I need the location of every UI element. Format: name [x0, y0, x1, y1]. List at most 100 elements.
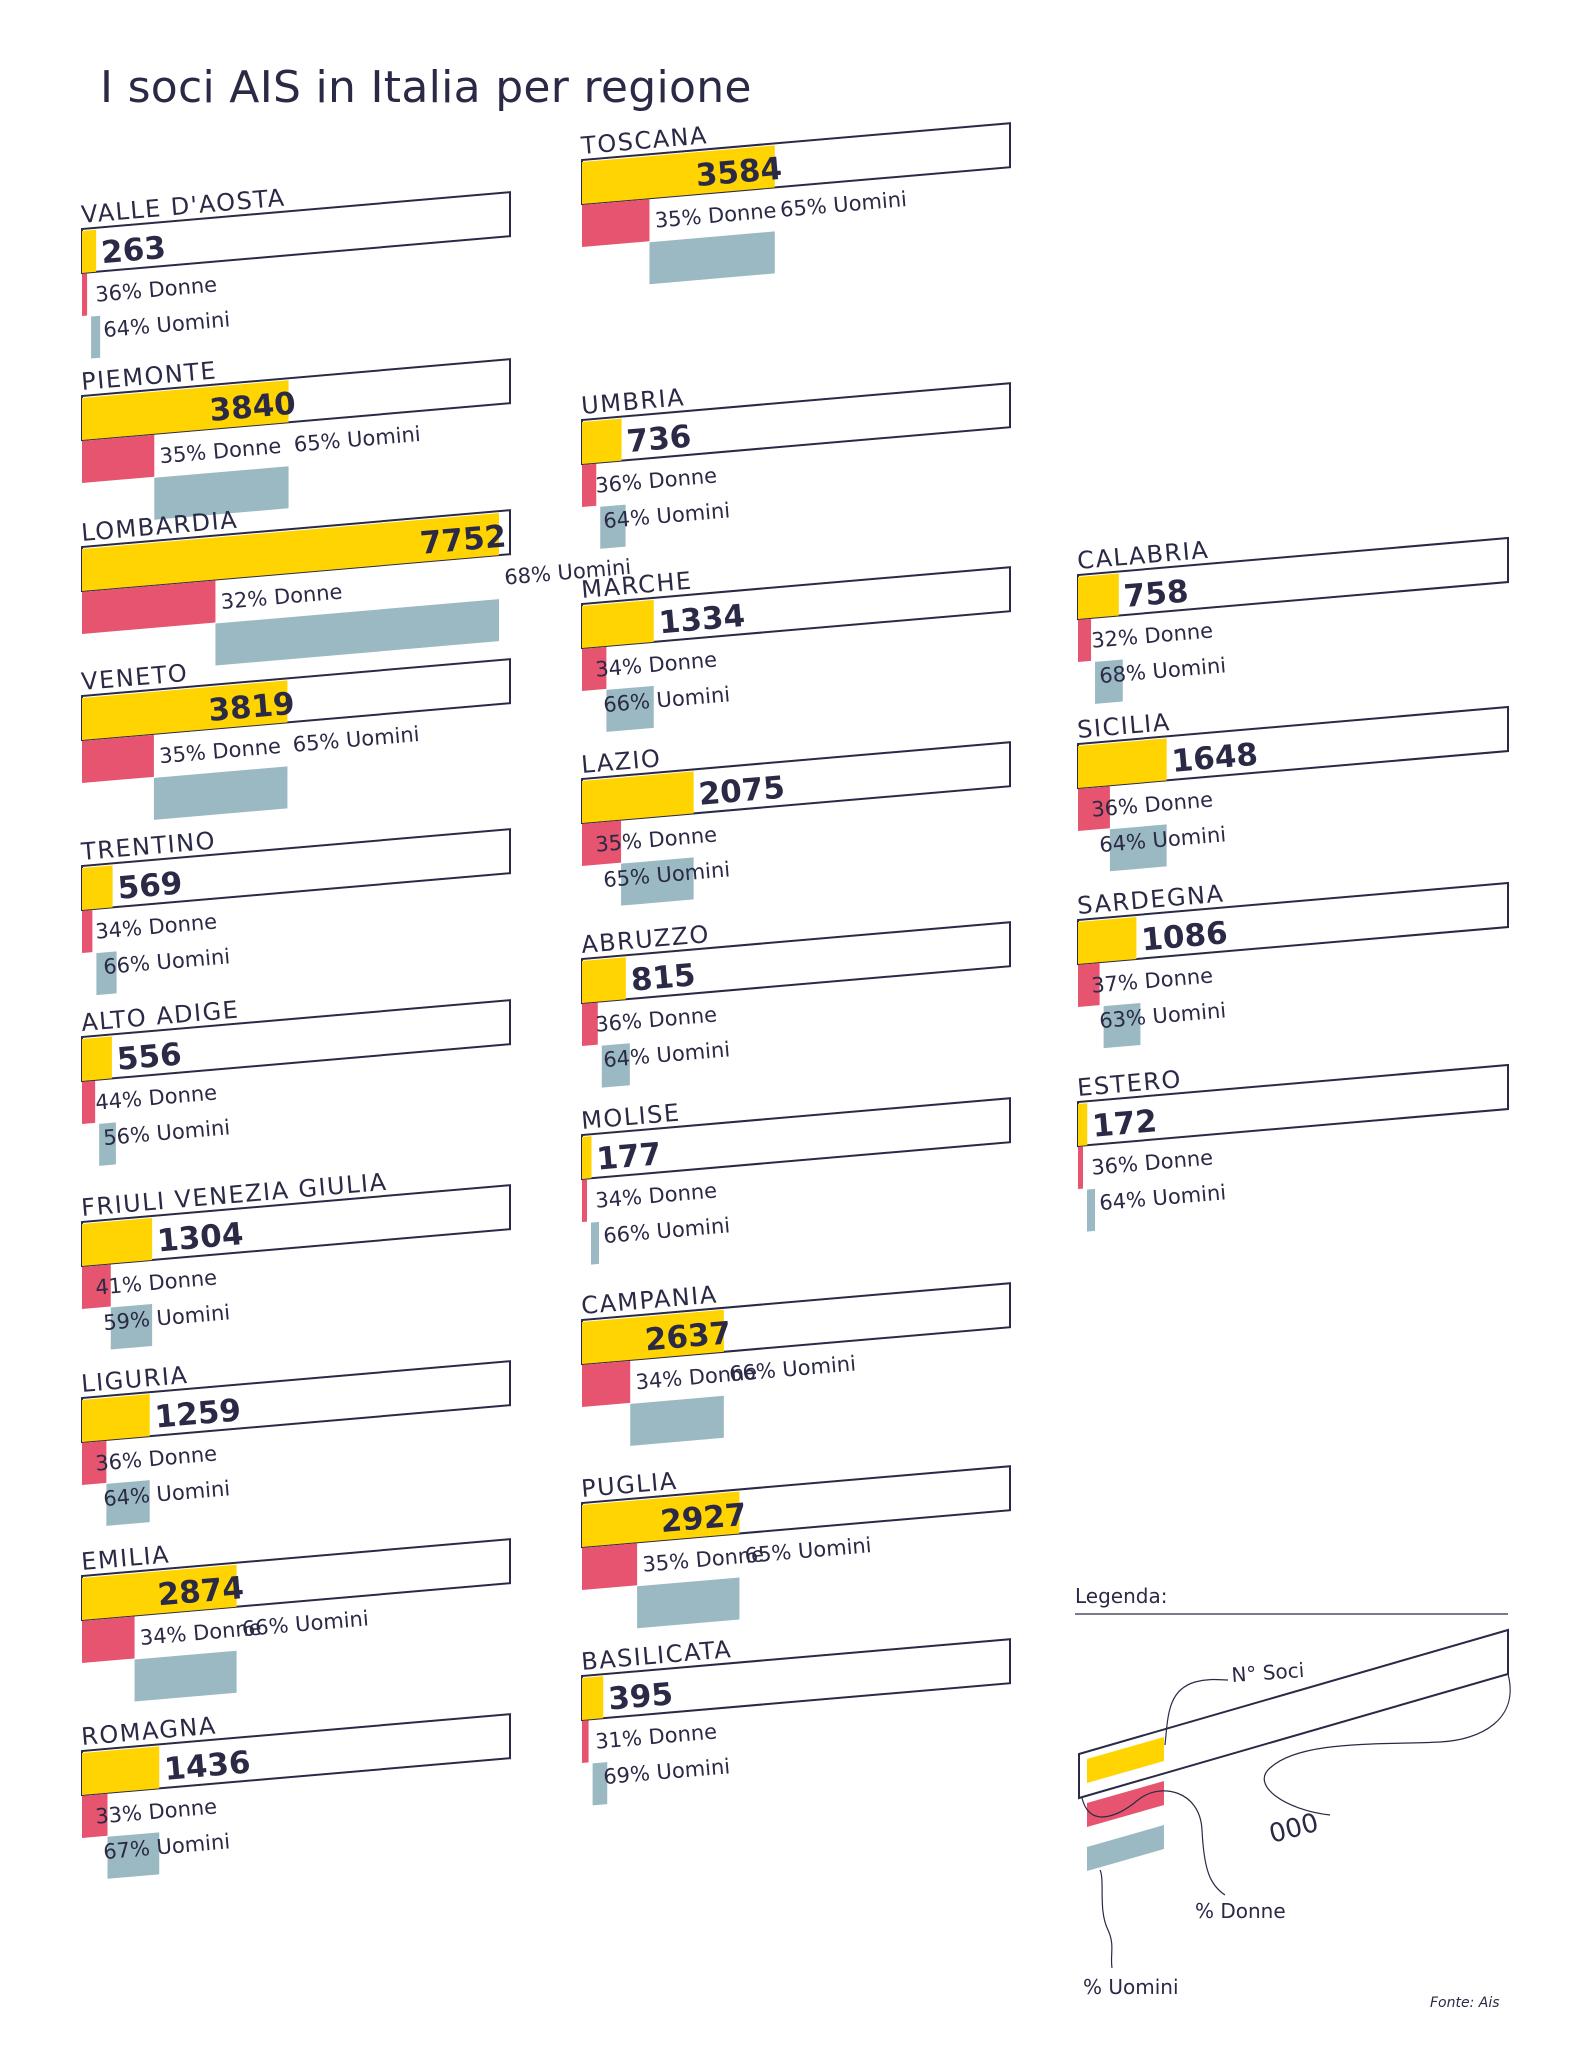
source-note: Fonte: Ais	[1430, 1995, 1500, 2011]
legend-uomini-label: % Uomini	[1083, 1975, 1179, 1999]
donne-bar	[582, 1360, 631, 1407]
donne-value: 37% Donne	[1090, 963, 1214, 997]
soci-value: 3584	[694, 151, 783, 194]
soci-bar	[82, 680, 288, 740]
soci-bar	[82, 1746, 160, 1795]
region-label: UMBRIA	[580, 383, 686, 420]
donne-value: 36% Donne	[594, 463, 718, 497]
donne-value: 35% Donne	[654, 198, 778, 232]
donne-bar	[82, 734, 154, 783]
soci-value: 2927	[659, 1497, 748, 1540]
soci-value: 172	[1091, 1103, 1159, 1144]
donne-bar	[82, 910, 93, 953]
uomini-value: 64% Uomini	[102, 307, 231, 342]
uomini-bar	[1087, 1188, 1095, 1232]
region-label: ABRUZZO	[580, 920, 711, 959]
donne-bar	[82, 1440, 107, 1485]
region-label: FRIULI VENEZIA GIULIA	[80, 1168, 388, 1222]
donne-bar	[582, 820, 622, 866]
soci-value: 263	[100, 230, 168, 271]
uomini-value: 64% Uomini	[602, 1037, 731, 1072]
uomini-value: 66% Uomini	[102, 944, 231, 979]
uomini-value: 63% Uomini	[1098, 998, 1227, 1033]
region-label: LIGURIA	[80, 1361, 189, 1398]
uomini-bar	[106, 1480, 150, 1526]
uomini-value: 66% Uomini	[241, 1606, 370, 1641]
donne-bar	[82, 1793, 108, 1838]
legend-outline	[1078, 1628, 1509, 1800]
soci-value: 177	[595, 1136, 663, 1177]
region-label: MOLISE	[580, 1099, 681, 1135]
donne-bar	[82, 1264, 111, 1309]
donne-value: 36% Donne	[94, 272, 218, 306]
uomini-value: 64% Uomini	[102, 1476, 231, 1511]
donne-bar	[82, 273, 88, 316]
soci-bar	[82, 513, 499, 591]
donne-value: 34% Donne	[94, 909, 218, 943]
uomini-value: 65% Uomini	[292, 722, 421, 757]
uomini-value: 65% Uomini	[744, 1533, 873, 1568]
uomini-bar	[600, 504, 626, 549]
uomini-bar	[96, 951, 117, 996]
donne-value: 34% Donne	[594, 647, 718, 681]
soci-bar	[582, 957, 626, 1003]
region-label: ESTERO	[1076, 1065, 1183, 1102]
donne-bar	[82, 434, 155, 483]
soci-bar	[582, 1491, 740, 1547]
soci-bar	[82, 380, 289, 440]
legend-uomini-swatch	[1087, 1825, 1164, 1871]
uomini-value: 64% Uomini	[1098, 1180, 1227, 1215]
uomini-bar	[592, 1762, 608, 1806]
donne-value: 36% Donne	[594, 1002, 718, 1036]
soci-value: 2637	[643, 1315, 732, 1358]
donne-bar	[582, 1002, 598, 1046]
soci-bar	[582, 1136, 592, 1179]
legend-soci-label: N° Soci	[1231, 1658, 1305, 1687]
donne-value: 34% Donne	[594, 1178, 718, 1212]
legend-soci-leader	[1164, 1678, 1229, 1746]
donne-bar	[582, 1179, 587, 1222]
legend-number-sample: 000	[1266, 1808, 1322, 1850]
donne-value: 35% Donne	[158, 734, 282, 768]
soci-bar	[582, 1309, 724, 1364]
soci-bar	[82, 1217, 153, 1266]
chart-title: I soci AIS in Italia per regione	[100, 62, 752, 113]
uomini-value: 59% Uomini	[102, 1300, 231, 1335]
soci-value: 395	[607, 1676, 675, 1717]
soci-bar	[582, 145, 775, 204]
soci-bar	[582, 771, 694, 823]
donne-bar	[1078, 786, 1110, 831]
donne-value: 36% Donne	[94, 1441, 218, 1475]
soci-bar	[582, 599, 654, 648]
soci-bar	[82, 229, 97, 273]
soci-value: 2075	[697, 770, 786, 813]
soci-bar	[82, 865, 113, 910]
uomini-value: 68% Uomini	[1098, 653, 1227, 688]
uomini-bar	[154, 466, 289, 520]
donne-bar	[1078, 1146, 1083, 1189]
uomini-value: 66% Uomini	[602, 1213, 731, 1248]
donne-bar	[82, 1080, 96, 1124]
donne-bar	[82, 580, 216, 634]
uomini-value: 69% Uomini	[602, 1754, 731, 1789]
soci-bar	[1078, 573, 1119, 619]
region-label: PUGLIA	[580, 1467, 679, 1503]
uomini-bar	[649, 231, 775, 285]
legend-soci-swatch	[1087, 1737, 1164, 1783]
soci-value: 2874	[156, 1570, 245, 1613]
uomini-bar	[601, 1043, 630, 1088]
legend-donne-label: % Donne	[1195, 1899, 1286, 1923]
soci-value: 3819	[207, 686, 296, 729]
legend-number-leader	[1263, 1673, 1511, 1816]
uomini-bar	[591, 1221, 599, 1265]
soci-bar	[1078, 738, 1167, 788]
uomini-bar	[621, 857, 694, 906]
donne-bar	[82, 1616, 135, 1663]
donne-bar	[1078, 963, 1100, 1007]
soci-bar	[82, 1564, 237, 1620]
uomini-bar	[99, 1122, 116, 1166]
donne-bar	[582, 463, 597, 507]
soci-value: 758	[1122, 574, 1190, 615]
uomini-bar	[606, 685, 654, 732]
